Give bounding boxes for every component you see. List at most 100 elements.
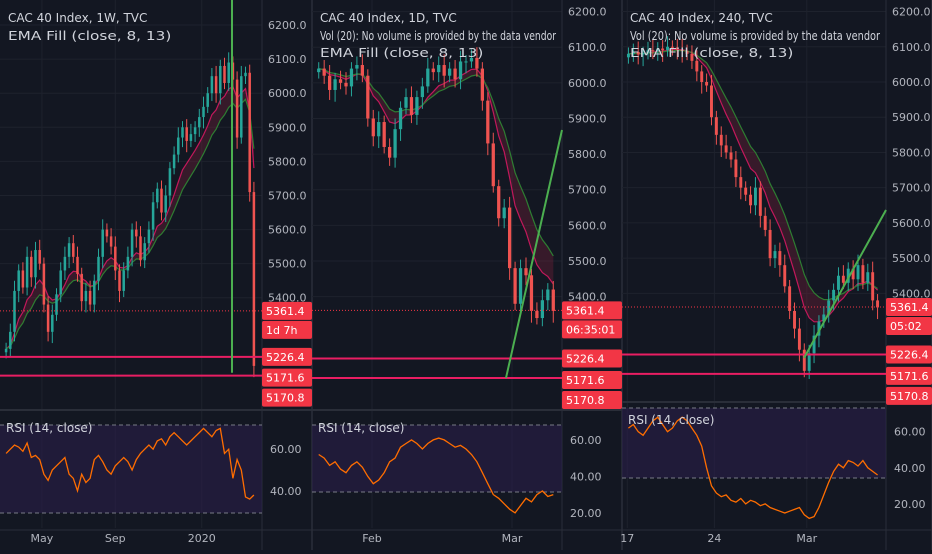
candle [631, 43, 635, 62]
candle-body [508, 207, 512, 269]
trendline[interactable] [505, 129, 563, 379]
y-tick-label: 6100.0 [568, 41, 607, 54]
candle [546, 283, 550, 311]
candle [97, 248, 100, 291]
level-tag-5226: 5226.4 [566, 353, 605, 366]
candle-body [739, 177, 743, 188]
y-tick-label: 6100.0 [892, 41, 931, 54]
candle-body [109, 236, 113, 247]
candle-body [240, 76, 243, 138]
candle-body [486, 100, 490, 144]
candle-body [13, 290, 16, 332]
rsi-tick-label: 40.00 [270, 485, 302, 498]
candle-body [714, 117, 718, 135]
candle-body [646, 50, 650, 54]
level-tag-5226: 5226.4 [266, 351, 305, 364]
rsi-tick-label: 60.00 [570, 434, 602, 447]
y-tick-label: 5400.0 [568, 291, 607, 304]
candle [193, 121, 197, 142]
candle [42, 257, 46, 313]
ema-13-line [628, 49, 878, 301]
candle [109, 228, 113, 255]
rsi-band [312, 425, 562, 492]
pane-title: CAC 40 Index, 1D, TVC [320, 11, 457, 25]
candle-body [193, 127, 197, 135]
countdown-bg [886, 316, 932, 335]
y-tick-label: 5600.0 [568, 219, 607, 232]
candle [219, 59, 222, 105]
candle-body [382, 122, 386, 147]
rsi-tick-label: 40.00 [570, 470, 602, 483]
candle-body [763, 215, 767, 230]
candle-body [248, 72, 251, 193]
x-tick-label: 17 [620, 532, 634, 545]
candle-body [861, 265, 865, 283]
candle-body [122, 270, 125, 291]
candle-body [529, 275, 534, 311]
candle [355, 56, 359, 81]
candle-body [135, 229, 138, 237]
candle [135, 221, 138, 248]
candle [55, 288, 58, 321]
y-tick-label: 5600.0 [892, 217, 931, 230]
candle-body [244, 72, 247, 77]
candle-body [502, 207, 506, 219]
y-tick-label: 5500.0 [268, 258, 307, 271]
candle-body [67, 243, 71, 257]
candle-body [420, 86, 424, 98]
candle-body [398, 107, 403, 130]
candle-body [641, 53, 645, 55]
candle [160, 180, 163, 221]
candle [437, 56, 441, 83]
pane-1[interactable]: 6200.0 6100.0 6000.0 5900.0 5800.0 5700.0 5600… [0, 0, 313, 550]
candle-body [344, 82, 348, 87]
candle-body [426, 68, 430, 87]
candle [700, 65, 704, 94]
candle [753, 177, 757, 216]
rsi-label: RSI (14, close) [6, 421, 92, 435]
candle-body [118, 270, 121, 291]
candle [51, 304, 54, 344]
candle [513, 261, 517, 311]
candle [768, 219, 772, 267]
candle-body [832, 289, 836, 301]
y-tick-label: 5700.0 [892, 182, 931, 195]
candle-body [72, 243, 75, 257]
candle [739, 166, 743, 200]
candle [21, 262, 25, 294]
candle-body [491, 143, 495, 187]
pane-3[interactable]: 6200.0 6100.0 6000.0 5900.0 5800.0 5700.0 5600… [620, 0, 932, 550]
candle [13, 280, 16, 342]
candle [344, 72, 348, 95]
candle-body [227, 62, 230, 83]
candle-body [38, 250, 41, 264]
candle-body [695, 60, 699, 72]
candle [317, 62, 321, 79]
candle [469, 49, 474, 68]
candle-body [719, 134, 723, 146]
candle [139, 226, 142, 267]
y-tick-label: 6200.0 [568, 6, 607, 19]
trendline[interactable] [803, 209, 887, 359]
candle [9, 323, 12, 357]
candle-body [518, 268, 523, 304]
candle [4, 342, 8, 359]
level-tag-5170-8: 5170.8 [566, 394, 605, 407]
candle-body [252, 192, 256, 366]
candle [72, 235, 75, 263]
candle-body [355, 65, 359, 69]
candle-body [63, 256, 67, 271]
candle [122, 262, 125, 298]
candle [88, 280, 92, 311]
candle-body [734, 159, 738, 178]
candle-body [851, 268, 855, 280]
candle-body [210, 76, 214, 94]
level-tag-5226-bg [262, 347, 312, 366]
candle-body [768, 229, 772, 259]
candle-body [84, 290, 88, 302]
candle [366, 69, 370, 127]
y-tick-label: 5400.0 [268, 292, 307, 305]
indicator-legend: Vol (20): No volume is provided by the d… [630, 29, 880, 43]
pane-2[interactable]: 6200.0 6100.0 6000.0 5900.0 5800.0 5700.0 5600… [312, 0, 623, 550]
